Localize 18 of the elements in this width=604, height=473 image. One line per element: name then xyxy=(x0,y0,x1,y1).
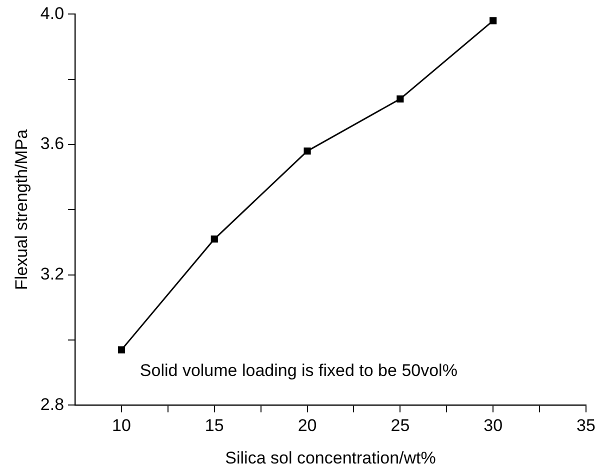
x-axis-title: Silica sol concentration/wt% xyxy=(225,448,436,468)
x-tick-label: 30 xyxy=(484,416,503,436)
x-tick-label: 20 xyxy=(298,416,317,436)
point xyxy=(118,346,126,354)
y-axis-title: Flexual strength/MPa xyxy=(12,128,31,290)
y-tick-label: 3.6 xyxy=(40,134,64,154)
point xyxy=(490,17,497,24)
y-tick-label: 2.8 xyxy=(40,394,64,414)
annotation: Solid volume loading is fixed to be 50vol% xyxy=(140,360,458,380)
y-tick-label: 3.2 xyxy=(40,264,64,284)
x-tick-label: 10 xyxy=(112,416,131,436)
point xyxy=(210,235,218,243)
point xyxy=(396,95,404,102)
y-tick-label: 4.0 xyxy=(40,4,64,23)
x-tick-label: 15 xyxy=(204,416,224,436)
point xyxy=(304,148,311,155)
x-tick-label: 25 xyxy=(390,416,410,436)
x-tick-label: 35 xyxy=(576,416,596,436)
